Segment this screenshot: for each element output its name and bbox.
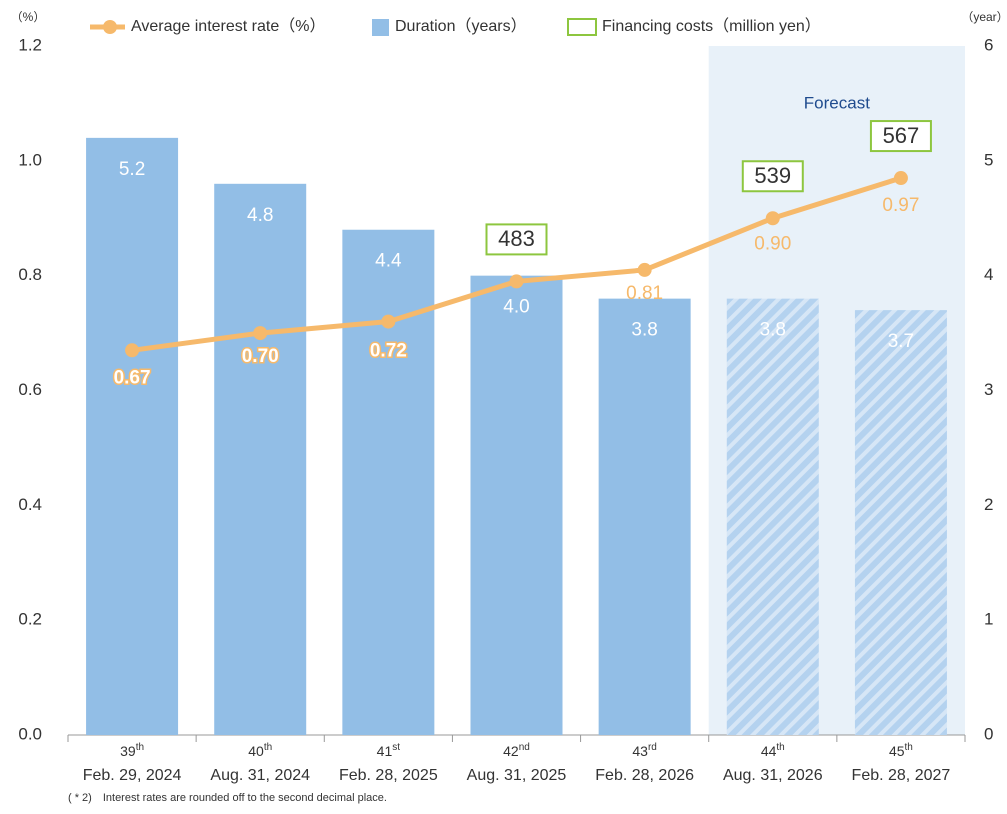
period-number: 40 (248, 743, 264, 759)
period-suffix: th (905, 742, 913, 753)
bar-value-label: 3.7 (888, 331, 914, 352)
period-suffix: th (136, 742, 144, 753)
x-tick-label: Aug. 31, 2026 (723, 767, 823, 784)
cost-box (485, 223, 548, 256)
period-label: 41st (377, 742, 401, 759)
cost-label: 539 (754, 163, 791, 188)
legend-label: Financing costs（million yen） (602, 17, 821, 35)
cost-label: 483 (498, 226, 535, 251)
y2-axis-label: （year） (961, 10, 1007, 24)
period-number: 44 (761, 743, 777, 759)
period-label: 44th (761, 742, 785, 759)
y2-tick-label: 4 (984, 265, 993, 284)
y-tick-label: 0.2 (18, 610, 42, 629)
period-suffix: th (264, 742, 272, 753)
rate-value-label: 0.72 (370, 341, 407, 362)
cost-box (741, 160, 804, 193)
period-suffix: nd (519, 742, 530, 753)
bar (214, 183, 307, 736)
legend-label: Average interest rate（%） (131, 17, 325, 35)
x-tick-label: Feb. 28, 2026 (595, 767, 694, 784)
forecast-label: Forecast (804, 93, 870, 112)
x-tick-label: Feb. 28, 2027 (852, 767, 951, 784)
y2-tick-label: 5 (984, 150, 993, 169)
cost-box (869, 120, 932, 153)
period-label: 45th (889, 742, 913, 759)
rate-value-label: 0.67 (114, 367, 151, 388)
rate-value-label: 0.81 (626, 283, 663, 304)
rate-value-label: 0.70 (242, 346, 279, 367)
bar-value-label: 4.8 (247, 205, 273, 226)
x-tick-label: Feb. 28, 2025 (339, 767, 438, 784)
rate-value-label: 0.97 (882, 195, 919, 216)
legend-bar (372, 19, 389, 36)
y-tick-label: 0.4 (18, 495, 42, 514)
y-tick-label: 1.0 (18, 150, 42, 169)
rate-point (125, 343, 140, 358)
bar (342, 229, 435, 735)
y2-tick-label: 3 (984, 380, 993, 399)
y-tick-label: 0.6 (18, 380, 42, 399)
y-tick-label: 0.8 (18, 265, 42, 284)
period-label: 43rd (632, 742, 656, 759)
period-number: 41 (377, 743, 393, 759)
cost-label: 567 (883, 123, 920, 148)
period-number: 39 (120, 743, 136, 759)
rate-point (893, 171, 908, 186)
bar-value-label: 5.2 (119, 159, 145, 180)
period-label: 42nd (503, 742, 530, 759)
bar (854, 310, 947, 735)
y2-tick-label: 0 (984, 724, 993, 743)
x-tick-label: Aug. 31, 2024 (210, 767, 310, 784)
x-tick-label: Aug. 31, 2025 (467, 767, 567, 784)
y2-tick-label: 1 (984, 610, 993, 629)
rate-point (381, 314, 396, 329)
bar-value-label: 3.8 (760, 320, 786, 341)
period-suffix: rd (648, 742, 657, 753)
bar (598, 298, 691, 735)
period-number: 45 (889, 743, 905, 759)
y-tick-label: 1.2 (18, 35, 42, 54)
period-suffix: st (392, 742, 400, 753)
bar (726, 298, 819, 735)
bar (86, 137, 179, 735)
period-label: 39th (120, 742, 144, 759)
rate-value-label: 0.90 (754, 233, 791, 254)
y2-tick-label: 6 (984, 35, 993, 54)
rate-point (637, 262, 652, 277)
rate-point (253, 326, 268, 341)
bar-value-label: 4.0 (503, 297, 529, 318)
y-axis-label: （%） (11, 10, 46, 24)
bar-value-label: 4.4 (375, 251, 402, 272)
bar-value-label: 3.8 (631, 320, 657, 341)
y2-tick-label: 2 (984, 495, 993, 514)
y-tick-label: 0.0 (18, 724, 42, 743)
period-suffix: th (776, 742, 784, 753)
x-tick-label: Feb. 29, 2024 (83, 767, 182, 784)
bar (470, 275, 563, 735)
period-number: 42 (503, 743, 519, 759)
rate-point (509, 274, 524, 289)
legend-box (567, 18, 597, 36)
period-number: 43 (632, 743, 648, 759)
legend-point (103, 20, 117, 34)
period-label: 40th (248, 742, 272, 759)
legend-label: Duration（years） (395, 17, 527, 35)
footnote: ( * 2) Interest rates are rounded off to… (68, 792, 387, 804)
rate-point (765, 211, 780, 226)
